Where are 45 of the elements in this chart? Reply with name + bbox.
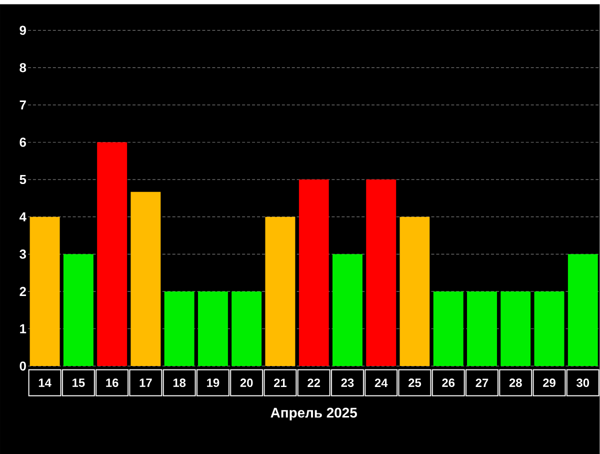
x-tick-label: 29: [543, 378, 556, 388]
bar: [298, 180, 329, 366]
x-tick-label: 27: [476, 378, 488, 387]
bar: [232, 291, 262, 366]
bar: [63, 254, 94, 366]
bar: [366, 180, 396, 366]
x-tick-label: 16: [106, 378, 118, 388]
x-tick-label: 26: [442, 378, 455, 388]
x-tick-label: 25: [408, 378, 422, 388]
y-tick-label: 8: [20, 63, 26, 72]
bar: [332, 254, 362, 366]
y-tick-label: 9: [20, 26, 26, 35]
x-tick-label: 22: [308, 378, 320, 387]
bar: [97, 142, 128, 366]
x-tick-label: 14: [38, 378, 52, 387]
bar: [164, 291, 194, 366]
bar: [534, 291, 564, 366]
y-tick-label: 6: [20, 138, 26, 147]
y-tick-label: 4: [19, 212, 26, 222]
bar: [30, 216, 60, 366]
y-tick-label: 5: [20, 175, 26, 184]
x-tick-label: 24: [374, 378, 388, 387]
bar: [433, 291, 464, 366]
y-tick-label: 7: [20, 100, 26, 110]
x-tick-label: 17: [140, 378, 152, 387]
y-tick-label: 1: [20, 324, 26, 334]
y-tick-label: 2: [20, 286, 26, 296]
x-tick-label: 23: [341, 378, 354, 388]
bar: [198, 291, 228, 366]
x-tick-label: 19: [207, 378, 220, 388]
x-tick-label: 21: [274, 378, 287, 387]
x-tick-label: 28: [509, 378, 522, 388]
bar: [130, 192, 161, 366]
bar: [500, 291, 531, 366]
bar: [400, 216, 430, 366]
x-axis-title: Апрель 2025: [270, 408, 357, 420]
y-tick-label: 3: [20, 250, 26, 259]
x-tick-label: 18: [173, 378, 186, 388]
bar: [568, 254, 598, 366]
x-tick-label: 30: [576, 378, 590, 388]
x-tick-label: 20: [240, 378, 253, 388]
bar: [265, 216, 296, 366]
y-tick-label: 0: [20, 361, 26, 371]
bar: [467, 291, 497, 366]
x-tick-label: 15: [72, 378, 85, 387]
